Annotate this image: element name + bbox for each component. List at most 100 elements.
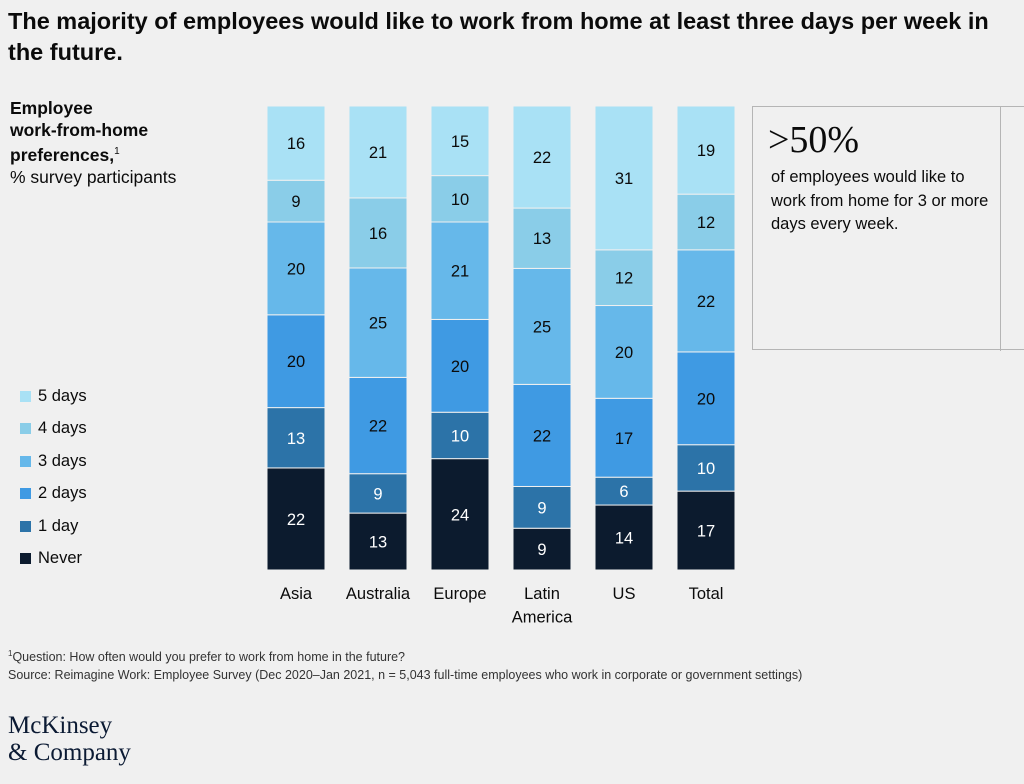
footnote-question-line: 1Question: How often would you prefer to… xyxy=(8,645,1008,666)
legend-item-5-days: 5 days xyxy=(20,380,190,413)
bar-segment-2-days-3 xyxy=(512,383,572,487)
bar-segment-never-5 xyxy=(676,490,736,571)
bar-segment-never-1 xyxy=(348,512,408,571)
data-label: 9 xyxy=(291,193,300,211)
data-label: 19 xyxy=(697,142,715,160)
bar-segment-1-day-3 xyxy=(512,485,572,529)
callout-stat: >50% xyxy=(768,119,860,161)
logo-line1: McKinsey xyxy=(8,712,113,739)
data-label: 22 xyxy=(533,149,551,167)
bar-segment-5-days-0 xyxy=(266,105,326,181)
bar-segment-5-days-3 xyxy=(512,105,572,209)
legend-swatch-2-days xyxy=(20,488,31,500)
data-label: 16 xyxy=(287,135,305,153)
data-label: 20 xyxy=(615,344,633,362)
bar-segment-2-days-0 xyxy=(266,314,326,409)
bar-segment-3-days-3 xyxy=(512,267,572,385)
legend-swatch-1-day xyxy=(20,520,31,532)
data-label: 9 xyxy=(373,485,382,503)
bar-segment-1-day-1 xyxy=(348,473,408,514)
legend-label-2-days: 2 days xyxy=(38,484,87,503)
footnote-source: Source: Reimagine Work: Employee Survey … xyxy=(8,668,803,683)
category-label: Asia xyxy=(280,585,313,603)
legend-item-1-day: 1 day xyxy=(20,510,190,543)
data-label: 17 xyxy=(615,430,633,448)
panel-title-line3-text: preferences, xyxy=(10,144,115,165)
legend-swatch-3-days xyxy=(20,455,31,467)
panel-subtitle: % survey participants xyxy=(10,166,177,187)
data-label: 6 xyxy=(619,483,628,501)
callout-text: of employees would like to work from hom… xyxy=(771,168,989,233)
bar-segment-3-days-5 xyxy=(676,249,736,353)
legend-item-3-days: 3 days xyxy=(20,445,190,478)
data-label: 22 xyxy=(369,418,387,436)
data-label: 21 xyxy=(369,144,387,162)
category-label: Europe xyxy=(433,585,486,603)
data-label: 10 xyxy=(697,460,715,478)
bar-segment-2-days-4 xyxy=(594,397,654,478)
bar-segment-2-days-1 xyxy=(348,376,408,475)
panel-title: Employee work-from-home preferences,1 % … xyxy=(10,97,240,188)
data-label: 12 xyxy=(697,214,715,232)
bar-segment-never-3 xyxy=(512,527,572,571)
legend-item-4-days: 4 days xyxy=(20,413,190,446)
legend-label-5-days: 5 days xyxy=(38,386,87,405)
legend: 5 days 4 days 3 days 2 days 1 day Never xyxy=(20,380,190,575)
bar-segment-4-days-1 xyxy=(348,197,408,269)
footnote-question: Question: How often would you prefer to … xyxy=(12,650,406,665)
data-label: 20 xyxy=(697,390,715,408)
panel-title-line2: work-from-home xyxy=(10,120,149,140)
legend-item-never: Never xyxy=(20,543,190,576)
panel-title-line3: preferences,1 xyxy=(10,141,240,166)
data-label: 22 xyxy=(287,511,305,529)
logo-line2: & Company xyxy=(8,739,131,766)
bar-segment-3-days-1 xyxy=(348,267,408,378)
category-label: US xyxy=(613,585,636,603)
data-label: 25 xyxy=(533,318,551,336)
stacked-bar-chart: 22 13 20 20 9 16 Asia 13 9 22 25 16 21 Australia 24 10 2… xyxy=(266,105,736,627)
legend-swatch-4-days xyxy=(20,423,31,435)
data-label: 22 xyxy=(533,427,551,445)
bar-segment-1-day-2 xyxy=(430,411,490,460)
data-label: 14 xyxy=(615,530,633,548)
bar-segment-never-2 xyxy=(430,458,490,571)
bar-segment-4-days-4 xyxy=(594,249,654,307)
bar-segment-never-4 xyxy=(594,504,654,571)
data-label: 20 xyxy=(287,260,305,278)
data-label: 17 xyxy=(697,523,715,541)
bar-segment-3-days-4 xyxy=(594,305,654,399)
data-label: 16 xyxy=(369,225,387,243)
legend-label-3-days: 3 days xyxy=(38,451,87,470)
data-label: 20 xyxy=(287,353,305,371)
footnotes: 1Question: How often would you prefer to… xyxy=(8,645,1008,684)
bar-segment-5-days-4 xyxy=(594,105,654,251)
data-label: 31 xyxy=(615,170,633,188)
data-label: 20 xyxy=(451,358,469,376)
bar-segment-2-days-5 xyxy=(676,351,736,446)
legend-swatch-never xyxy=(20,553,31,565)
category-label: America xyxy=(512,609,573,627)
footnote-marker: 1 xyxy=(114,146,120,157)
data-label: 24 xyxy=(451,506,469,524)
bar-segment-3-days-0 xyxy=(266,221,326,316)
bar-segment-4-days-3 xyxy=(512,207,572,269)
callout-box xyxy=(752,106,1024,350)
bar-segment-4-days-5 xyxy=(676,193,736,251)
category-label: Australia xyxy=(346,585,411,603)
callout-box-edge xyxy=(1000,106,1001,351)
category-label: Latin xyxy=(524,585,560,603)
bar-segment-1-day-0 xyxy=(266,407,326,469)
legend-label-1-day: 1 day xyxy=(38,516,79,535)
bar-segment-2-days-2 xyxy=(430,318,490,413)
legend-label-never: Never xyxy=(38,549,83,568)
data-label: 9 xyxy=(537,541,546,559)
panel-title-line1: Employee xyxy=(10,98,93,118)
data-label: 25 xyxy=(369,315,387,333)
data-label: 10 xyxy=(451,191,469,209)
bar-segment-5-days-1 xyxy=(348,105,408,199)
bar-segment-3-days-2 xyxy=(430,221,490,320)
bar-segment-5-days-2 xyxy=(430,105,490,177)
bar-segment-4-days-0 xyxy=(266,179,326,223)
category-label: Total xyxy=(689,585,724,603)
data-label: 10 xyxy=(451,427,469,445)
